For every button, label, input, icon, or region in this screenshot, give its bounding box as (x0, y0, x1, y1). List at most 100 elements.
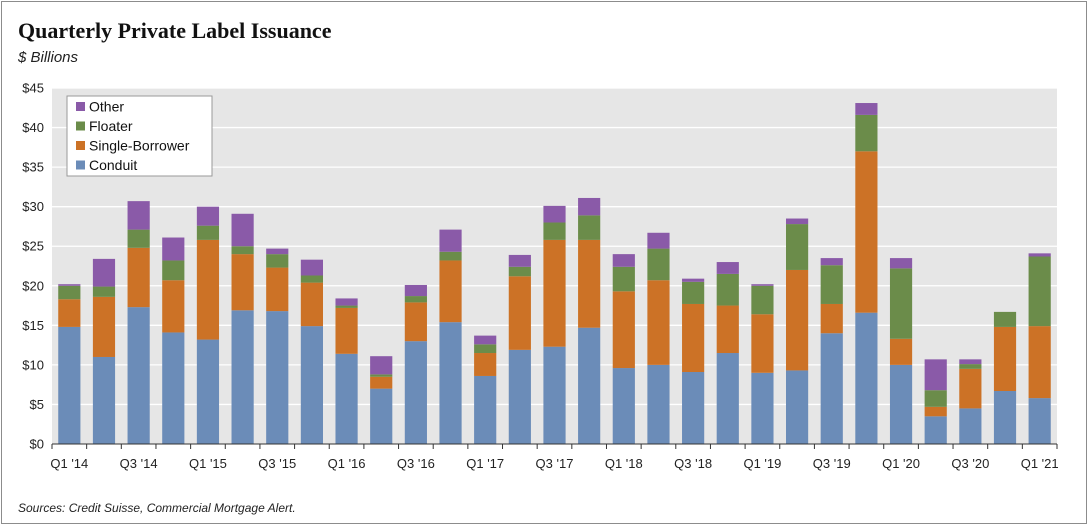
bar-conduit-segment (924, 416, 947, 444)
bar-other-segment (196, 206, 220, 226)
bar-floater-segment (820, 265, 843, 304)
y-tick-label: $20 (22, 278, 44, 293)
bar-single-borrower-segment (439, 260, 462, 323)
bar-floater-segment (231, 246, 254, 255)
bar-conduit-segment (682, 372, 705, 444)
x-tick-label: Q3 '20 (951, 456, 989, 471)
y-tick-label: $25 (22, 239, 44, 254)
x-tick-label: Q3 '14 (120, 456, 158, 471)
bar-single-borrower-segment (716, 305, 739, 354)
bar-single-borrower-segment (785, 269, 809, 371)
y-tick-label: $5 (30, 397, 44, 412)
bar-conduit-segment (162, 332, 185, 444)
bar-single-borrower-segment (335, 307, 358, 354)
bar-floater-segment (404, 296, 427, 303)
y-tick-label: $0 (30, 437, 44, 452)
bar-other-segment (716, 262, 739, 274)
y-tick-label: $45 (22, 81, 44, 96)
bar-other-segment (959, 359, 982, 365)
bar-other-segment (924, 359, 947, 391)
bar-single-borrower-segment (647, 280, 670, 365)
bar-conduit-segment (785, 370, 809, 444)
bar-conduit-segment (300, 326, 324, 444)
bar-floater-segment (647, 248, 670, 281)
bar-conduit-segment (439, 322, 462, 444)
legend-swatch-floater (76, 121, 85, 131)
bar-floater-segment (785, 224, 809, 270)
bar-floater-segment (58, 285, 81, 300)
bar-single-borrower-segment (266, 267, 289, 312)
bar-floater-segment (439, 251, 462, 261)
bar-floater-segment (578, 215, 601, 240)
bar-other-segment (162, 237, 185, 261)
bar-other-segment (508, 254, 531, 267)
bar-floater-segment (266, 254, 289, 268)
bar-other-segment (855, 103, 878, 115)
bar-other-segment (127, 201, 150, 230)
bar-single-borrower-segment (162, 280, 185, 333)
bar-floater-segment (508, 266, 531, 277)
bar-conduit-segment (543, 346, 566, 444)
bar-conduit-segment (196, 339, 220, 444)
bar-floater-segment (924, 390, 947, 407)
chart-subtitle: $ Billions (18, 49, 79, 66)
legend-box (66, 95, 213, 177)
bar-floater-segment (370, 374, 393, 377)
legend-label-other: Other (89, 99, 124, 115)
x-tick-label: Q1 '21 (1021, 456, 1059, 471)
bar-conduit-segment (370, 388, 393, 444)
bar-single-borrower-segment (820, 303, 843, 334)
chart-title: Quarterly Private Label Issuance (18, 18, 332, 43)
bar-other-segment (647, 232, 670, 249)
bar-single-borrower-segment (855, 151, 878, 313)
bar-single-borrower-segment (300, 282, 324, 327)
bar-single-borrower-segment (924, 406, 947, 417)
x-tick-label: Q1 '17 (466, 456, 504, 471)
bar-conduit-segment (612, 368, 635, 444)
bar-single-borrower-segment (682, 303, 705, 373)
bar-single-borrower-segment (370, 376, 393, 389)
bar-other-segment (335, 298, 358, 306)
bar-other-segment (266, 248, 289, 255)
chart-source-note: Sources: Credit Suisse, Commercial Mortg… (18, 501, 296, 515)
legend-label-single-borrower: Single-Borrower (89, 138, 190, 154)
bar-conduit-segment (751, 372, 774, 444)
bar-other-segment (474, 335, 497, 345)
bar-conduit-segment (266, 311, 289, 444)
x-tick-label: Q3 '17 (536, 456, 574, 471)
legend-swatch-conduit (76, 160, 85, 170)
bar-single-borrower-segment (578, 239, 601, 328)
bar-other-segment (820, 258, 843, 266)
legend-label-floater: Floater (89, 118, 133, 134)
x-tick-label: Q1 '20 (882, 456, 920, 471)
x-tick-label: Q1 '14 (50, 456, 88, 471)
bar-other-segment (612, 254, 635, 267)
bar-single-borrower-segment (404, 302, 427, 342)
bar-single-borrower-segment (474, 353, 497, 376)
bar-conduit-segment (820, 333, 843, 444)
bar-conduit-segment (404, 341, 427, 444)
bar-floater-segment (92, 286, 116, 297)
bar-single-borrower-segment (751, 314, 774, 373)
bar-single-borrower-segment (196, 239, 220, 340)
bar-conduit-segment (508, 349, 531, 444)
bar-conduit-segment (231, 310, 254, 444)
bar-other-segment (682, 278, 705, 282)
bar-single-borrower-segment (543, 239, 566, 347)
y-tick-label: $10 (22, 357, 44, 372)
bar-other-segment (58, 284, 81, 286)
bar-conduit-segment (647, 364, 670, 444)
bar-conduit-segment (92, 356, 116, 444)
bar-conduit-segment (959, 408, 982, 444)
bar-single-borrower-segment (508, 276, 531, 350)
bar-floater-segment (543, 222, 566, 240)
bar-single-borrower-segment (1028, 326, 1051, 399)
bar-floater-segment (335, 305, 358, 308)
y-tick-label: $35 (22, 160, 44, 175)
bar-other-segment (543, 205, 566, 223)
bar-other-segment (231, 213, 254, 247)
x-tick-label: Q1 '18 (605, 456, 643, 471)
bar-floater-segment (682, 281, 705, 304)
x-tick-label: Q3 '19 (813, 456, 851, 471)
